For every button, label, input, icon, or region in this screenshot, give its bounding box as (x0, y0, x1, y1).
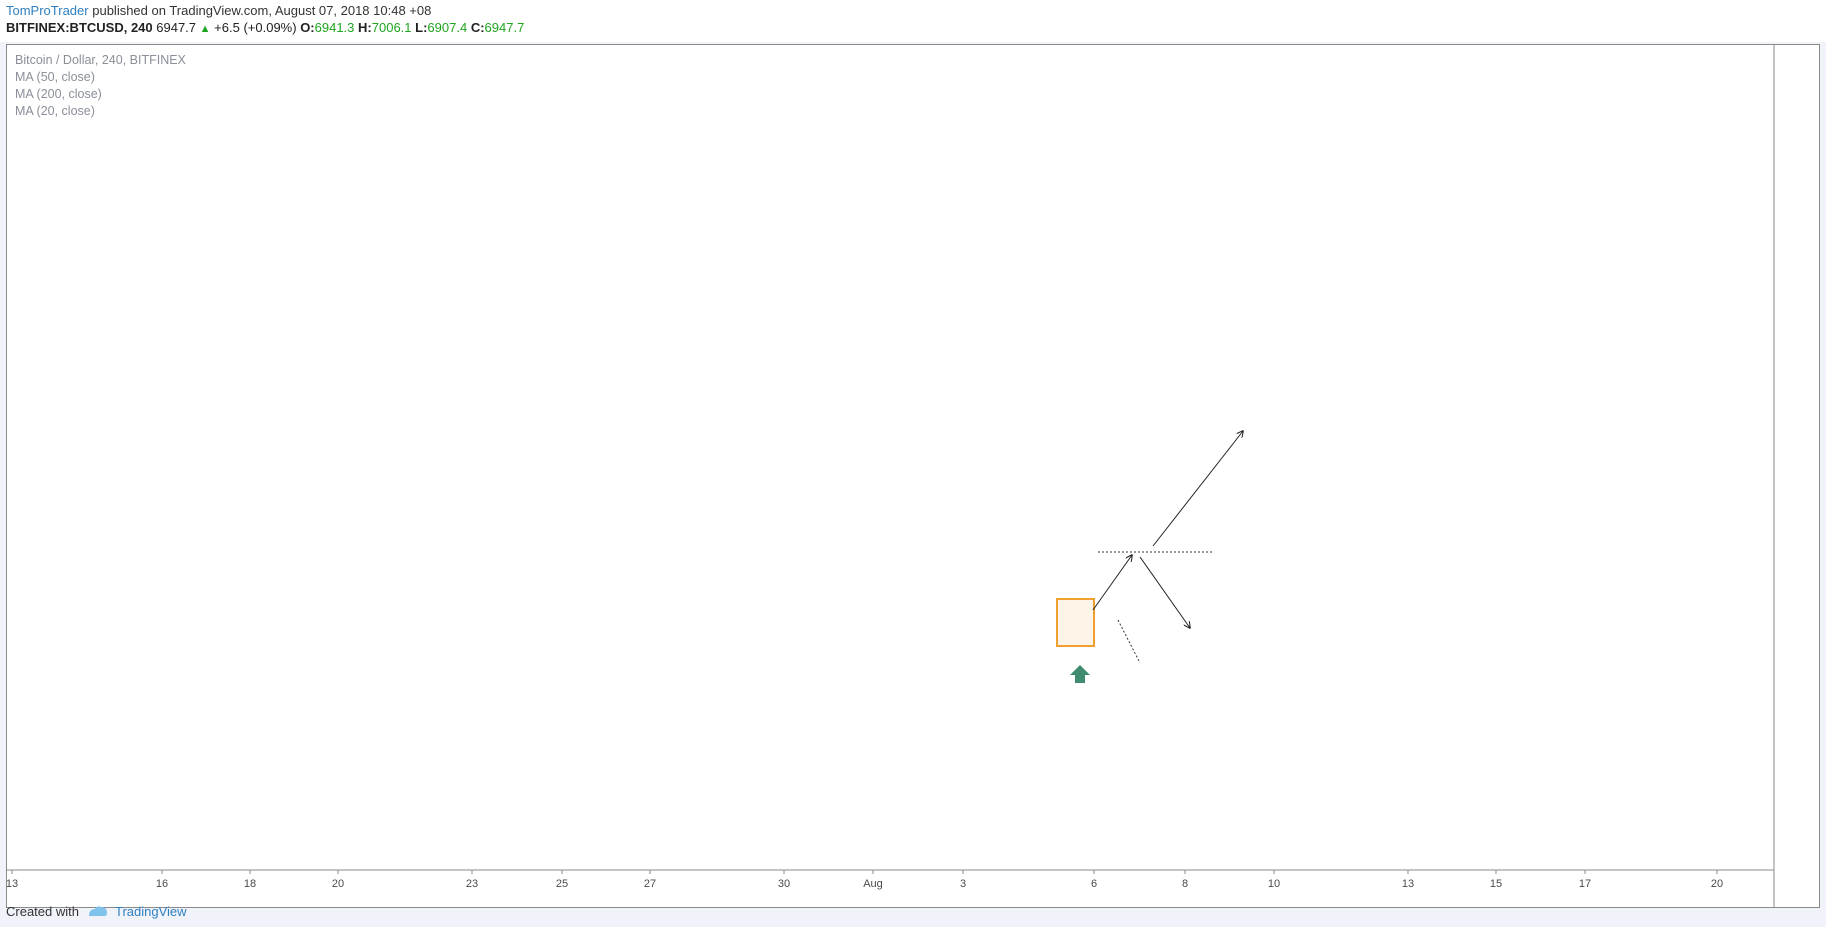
x-tick-label: Aug (863, 878, 883, 890)
x-tick-label: 13 (6, 878, 18, 890)
x-tick-label: 27 (644, 878, 656, 890)
tradingview-logo-icon (88, 906, 107, 916)
up-triangle-icon: ▲ (199, 23, 211, 35)
x-tick-label: 6 (1091, 878, 1097, 890)
dotted-projection (1117, 619, 1141, 664)
projection-arrow-target (1152, 431, 1243, 547)
x-tick-label: 3 (960, 878, 966, 890)
legend-title: Bitcoin / Dollar, 240, BITFINEX (15, 53, 186, 67)
x-tick-label: 20 (332, 878, 344, 890)
close-label: C: (470, 20, 485, 35)
legend-ma50[interactable]: MA (50, close) (15, 70, 95, 84)
reversal-box (1056, 598, 1095, 647)
high-label: H: (358, 20, 372, 35)
x-tick-label: 23 (466, 878, 478, 890)
x-tick-label: 18 (244, 878, 256, 890)
footer: Created with TradingView (6, 900, 187, 922)
high-value: 7006.1 (371, 20, 412, 35)
symbol: BITFINEX:BTCUSD, 240 (6, 20, 153, 35)
created-with-text: Created with (6, 903, 79, 919)
tradingview-link[interactable]: TradingView (114, 903, 187, 919)
x-tick-label: 10 (1268, 878, 1280, 890)
plot-area (1056, 0, 1774, 683)
close-value: 6947.7 (484, 20, 525, 35)
chart-legend: Bitcoin / Dollar, 240, BITFINEX MA (50, … (15, 52, 186, 120)
x-tick-label: 25 (556, 878, 568, 890)
up-arrow-icon (1070, 665, 1090, 683)
open-label: O: (300, 20, 315, 35)
projection-arrow-up (1092, 555, 1132, 611)
low-label: L: (415, 20, 428, 35)
legend-ma20[interactable]: MA (20, close) (15, 104, 95, 118)
chart-frame[interactable] (6, 44, 1820, 908)
x-tick-label: 17 (1579, 878, 1591, 890)
x-tick-label: 30 (778, 878, 790, 890)
x-tick-label: 8 (1182, 878, 1188, 890)
open-value: 6941.3 (314, 20, 355, 35)
publish-line: TomProTrader published on TradingView.co… (6, 3, 431, 18)
low-value: 6907.4 (427, 20, 468, 35)
change: +6.5 (+0.09%) (214, 20, 297, 35)
published-text: published on TradingView.com, August 07,… (92, 3, 432, 18)
header-bar: TomProTrader published on TradingView.co… (0, 0, 1826, 42)
symbol-line: BITFINEX:BTCUSD, 240 6947.7 ▲ +6.5 (+0.0… (6, 20, 524, 35)
projection-arrow-down (1139, 556, 1190, 628)
legend-ma200[interactable]: MA (200, close) (15, 87, 102, 101)
x-tick-label: 16 (156, 878, 168, 890)
x-tick-label: 13 (1402, 878, 1414, 890)
x-tick-label: 15 (1490, 878, 1502, 890)
author-link[interactable]: TomProTrader (6, 3, 89, 18)
x-tick-label: 20 (1711, 878, 1723, 890)
last-price: 6947.7 (156, 20, 197, 35)
